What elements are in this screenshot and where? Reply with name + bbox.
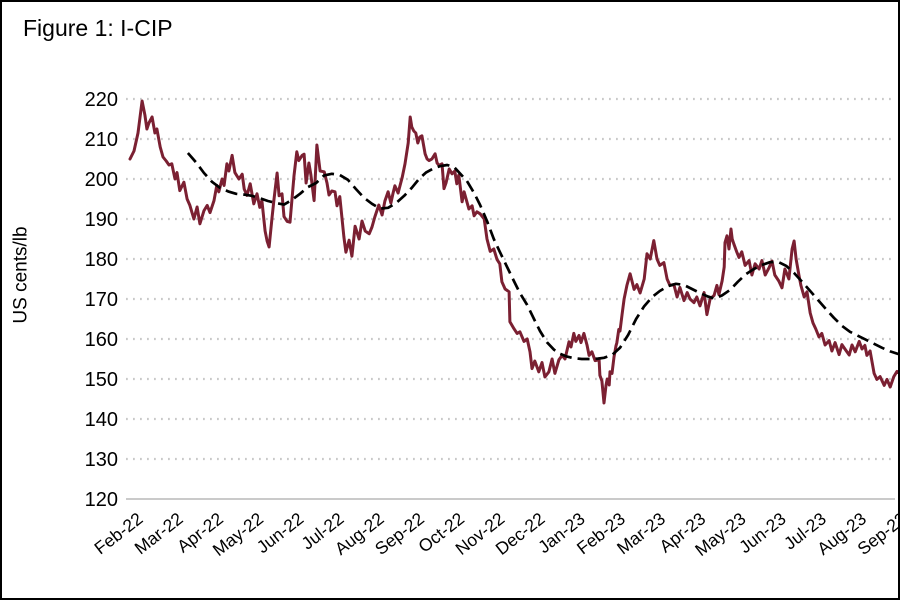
y-tick-label-130: 130 [85, 449, 118, 471]
y-tick-label-120: 120 [85, 489, 118, 511]
y-tick-label-140: 140 [85, 409, 118, 431]
figure-title: Figure 1: I-CIP [23, 15, 173, 41]
y-tick-label-150: 150 [85, 369, 118, 391]
y-tick-label-210: 210 [85, 129, 118, 151]
x-tick-label-Jun-23: Jun-23 [735, 508, 789, 557]
dashed-black-line [186, 152, 898, 361]
x-tick-label-Jun-22: Jun-22 [253, 508, 307, 557]
y-tick-label-220: 220 [85, 89, 118, 111]
y-tick-label-200: 200 [85, 169, 118, 191]
y-tick-label-180: 180 [85, 249, 118, 271]
y-tick-label-190: 190 [85, 209, 118, 231]
y-tick-label-170: 170 [85, 289, 118, 311]
y-tick-label-160: 160 [85, 329, 118, 351]
solid-dark-red-line [128, 99, 898, 405]
